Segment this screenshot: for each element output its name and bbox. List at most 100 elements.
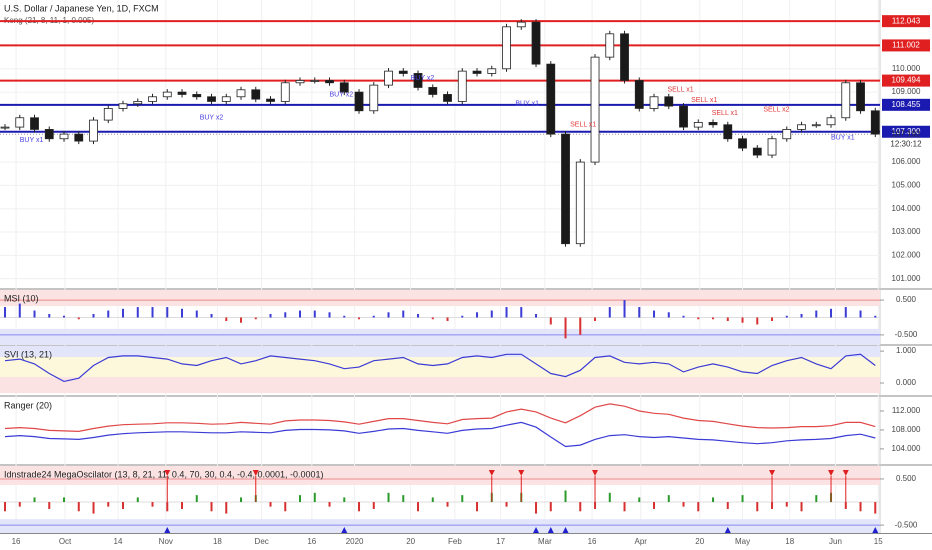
candle xyxy=(841,82,851,119)
candle xyxy=(30,117,39,130)
histogram-bar xyxy=(92,502,95,514)
histogram-bar xyxy=(638,497,641,503)
histogram-bar xyxy=(225,317,228,321)
candle xyxy=(369,84,379,112)
histogram-bar xyxy=(623,502,626,512)
x-tick-label: 18 xyxy=(785,537,794,546)
level-label-box xyxy=(882,98,930,111)
histogram-bar xyxy=(815,495,818,503)
histogram-bar xyxy=(535,502,538,514)
histogram-bar xyxy=(284,502,287,512)
candle xyxy=(782,129,792,140)
candle xyxy=(797,124,806,130)
histogram-bar xyxy=(800,502,803,512)
level-label-box xyxy=(882,74,930,87)
histogram-bar xyxy=(107,502,110,507)
histogram-bar xyxy=(63,315,66,318)
candle xyxy=(605,33,615,58)
histogram-bar xyxy=(195,495,198,503)
candle xyxy=(354,91,364,112)
histogram-bar xyxy=(122,502,125,509)
candle xyxy=(856,82,865,112)
sell-signal xyxy=(518,470,525,476)
oversold-band xyxy=(0,328,880,345)
histogram-bar xyxy=(387,492,390,503)
candle xyxy=(443,94,452,102)
histogram-bar xyxy=(549,317,552,325)
candle xyxy=(472,70,482,74)
x-tick-label: Dec xyxy=(255,537,269,546)
histogram-bar xyxy=(785,315,788,318)
candle xyxy=(502,26,511,70)
candle xyxy=(0,126,10,129)
buy-signal xyxy=(533,527,540,533)
level-label: 108.455 xyxy=(892,100,921,109)
histogram-bar xyxy=(535,314,538,318)
buy-signal xyxy=(724,527,731,533)
buy-signal xyxy=(562,527,569,533)
countdown: 12:30:12 xyxy=(890,139,922,148)
candle xyxy=(575,161,585,245)
candle xyxy=(15,117,25,128)
histogram-bar xyxy=(505,307,508,318)
histogram-bar xyxy=(151,502,154,507)
histogram-bar xyxy=(77,317,80,320)
level-label: 111.002 xyxy=(892,41,920,50)
x-tick-label: Oct xyxy=(59,537,72,546)
candle xyxy=(487,68,497,74)
histogram-bar xyxy=(564,490,567,503)
candle xyxy=(561,133,570,245)
histogram-bar xyxy=(63,497,66,503)
histogram-bar xyxy=(299,495,302,503)
x-tick-label: Nov xyxy=(159,537,173,546)
indicator-title: U.S. Dollar / Japanese Yen, 1D, FXCM xyxy=(4,3,159,13)
histogram-bar xyxy=(520,307,523,318)
signal-label: SELL x2 xyxy=(763,106,789,113)
candle xyxy=(384,70,393,86)
histogram-bar xyxy=(151,307,154,318)
histogram-bar xyxy=(741,495,744,503)
indicator-title: Idnstrade24 MegaOscilator (13, 8, 21, 11… xyxy=(4,469,324,479)
histogram-bar xyxy=(682,315,685,318)
histogram-bar xyxy=(240,317,243,323)
histogram-bar xyxy=(122,308,125,318)
histogram-bar xyxy=(490,310,493,318)
indicator-title: MSI (10) xyxy=(4,293,39,303)
candle xyxy=(295,80,305,84)
indicator-line xyxy=(4,421,876,448)
level-label: 109.494 xyxy=(892,76,921,85)
histogram-bar xyxy=(33,310,36,318)
histogram-bar xyxy=(623,300,626,318)
histogram-bar xyxy=(166,307,169,318)
histogram-bar xyxy=(874,315,877,318)
histogram-bar xyxy=(594,317,597,321)
histogram-bar xyxy=(313,310,316,318)
histogram-bar xyxy=(667,495,670,503)
x-tick-label: Mar xyxy=(538,537,552,546)
histogram-bar xyxy=(77,502,80,512)
candle xyxy=(693,122,703,128)
candle xyxy=(767,138,777,156)
histogram-bar xyxy=(299,310,302,318)
histogram-bar xyxy=(343,315,346,318)
candle xyxy=(457,70,467,102)
histogram-bar xyxy=(328,502,331,507)
histogram-bar xyxy=(225,502,228,514)
y-tick-label: 112.000 xyxy=(892,406,921,415)
candle xyxy=(708,122,718,126)
histogram-bar xyxy=(579,502,582,512)
candle xyxy=(826,117,836,126)
histogram-bar xyxy=(18,502,21,507)
candle xyxy=(44,129,54,140)
y-tick-label: 103.000 xyxy=(892,227,921,236)
y-tick-label: -0.500 xyxy=(895,520,918,529)
candle xyxy=(251,89,261,100)
sell-signal xyxy=(488,470,495,476)
upper-band xyxy=(0,346,880,358)
candle xyxy=(620,33,629,81)
x-tick-label: 16 xyxy=(588,537,597,546)
histogram-bar xyxy=(549,502,552,512)
y-tick-label: 101.000 xyxy=(892,274,921,283)
histogram-bar xyxy=(372,315,375,318)
candle xyxy=(428,87,438,95)
